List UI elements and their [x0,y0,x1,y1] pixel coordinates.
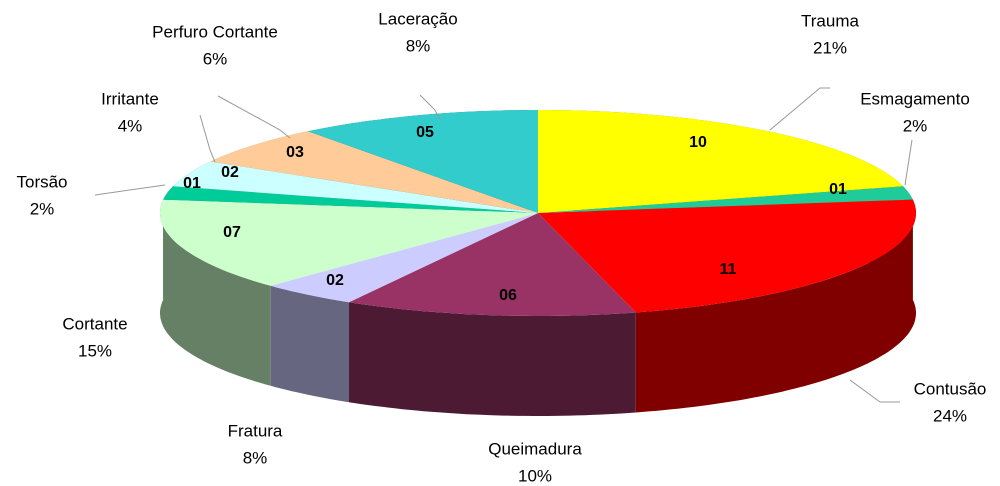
slice [538,186,913,213]
leader-line [199,114,216,163]
leader-line [769,87,830,131]
percent-label: 6% [203,49,228,68]
category-label: Perfuro Cortante [152,22,278,41]
category-label: Torsão [16,172,67,191]
percent-label: 8% [406,36,431,55]
data-label: 02 [221,164,239,181]
slice-side [160,199,271,386]
category-label: Esmagamento [860,89,970,108]
percent-label: 10% [518,466,552,485]
data-label: 11 [720,261,737,278]
category-label: Contusão [914,379,987,398]
slice [538,199,916,313]
slice [349,213,636,316]
data-label: 02 [326,272,344,289]
leader-line [419,94,441,121]
data-label: 07 [223,224,241,241]
percent-label: 4% [118,116,143,135]
slice [270,213,538,303]
leader-line [217,95,291,139]
percent-label: 21% [813,38,847,57]
data-label: 03 [286,144,304,161]
category-label: Queimadura [488,439,582,458]
percent-label: 2% [30,199,55,218]
leader-line [849,379,900,403]
slice [538,110,904,213]
data-label: 05 [416,124,434,141]
leader-line [904,139,913,186]
percent-label: 24% [933,406,967,425]
category-label: Laceração [378,9,457,28]
category-label: Irritante [101,89,159,108]
category-label: Cortante [62,314,127,333]
slice [160,199,538,286]
data-label: 01 [183,175,201,192]
category-label: Trauma [801,11,859,30]
percent-label: 8% [243,448,268,467]
slice [210,131,538,213]
data-label: 10 [689,134,707,151]
category-label: Fratura [228,421,283,440]
slice [307,110,538,213]
leader-line [94,184,166,196]
slice [163,186,538,213]
slice-side [635,199,916,413]
percent-label: 2% [903,116,928,135]
data-label: 01 [829,181,847,198]
slice-side [270,285,349,403]
percent-label: 15% [78,341,112,360]
data-label: 06 [499,287,517,304]
slice-side [349,302,636,416]
slice [172,161,538,213]
